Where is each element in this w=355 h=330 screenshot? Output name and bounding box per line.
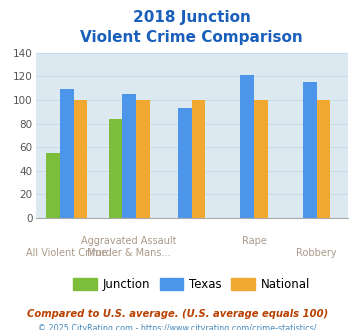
Bar [46,153,60,218]
Bar [136,100,150,218]
Title: 2018 Junction
Violent Crime Comparison: 2018 Junction Violent Crime Comparison [80,10,303,45]
Legend: Junction, Texas, National: Junction, Texas, National [69,273,315,296]
Text: Rape: Rape [242,236,267,246]
Bar [122,94,136,218]
Bar [303,82,317,218]
Bar [240,75,254,218]
Text: © 2025 CityRating.com - https://www.cityrating.com/crime-statistics/: © 2025 CityRating.com - https://www.city… [38,324,317,330]
Text: Robbery: Robbery [296,248,337,258]
Bar [317,100,331,218]
Text: Murder & Mans...: Murder & Mans... [87,248,171,258]
Text: Compared to U.S. average. (U.S. average equals 100): Compared to U.S. average. (U.S. average … [27,309,328,318]
Text: Aggravated Assault: Aggravated Assault [81,236,177,246]
Bar [60,89,73,218]
Bar [254,100,268,218]
Text: All Violent Crime: All Violent Crime [26,248,107,258]
Bar [73,100,87,218]
Bar [109,119,122,218]
Bar [192,100,206,218]
Bar [178,108,192,218]
